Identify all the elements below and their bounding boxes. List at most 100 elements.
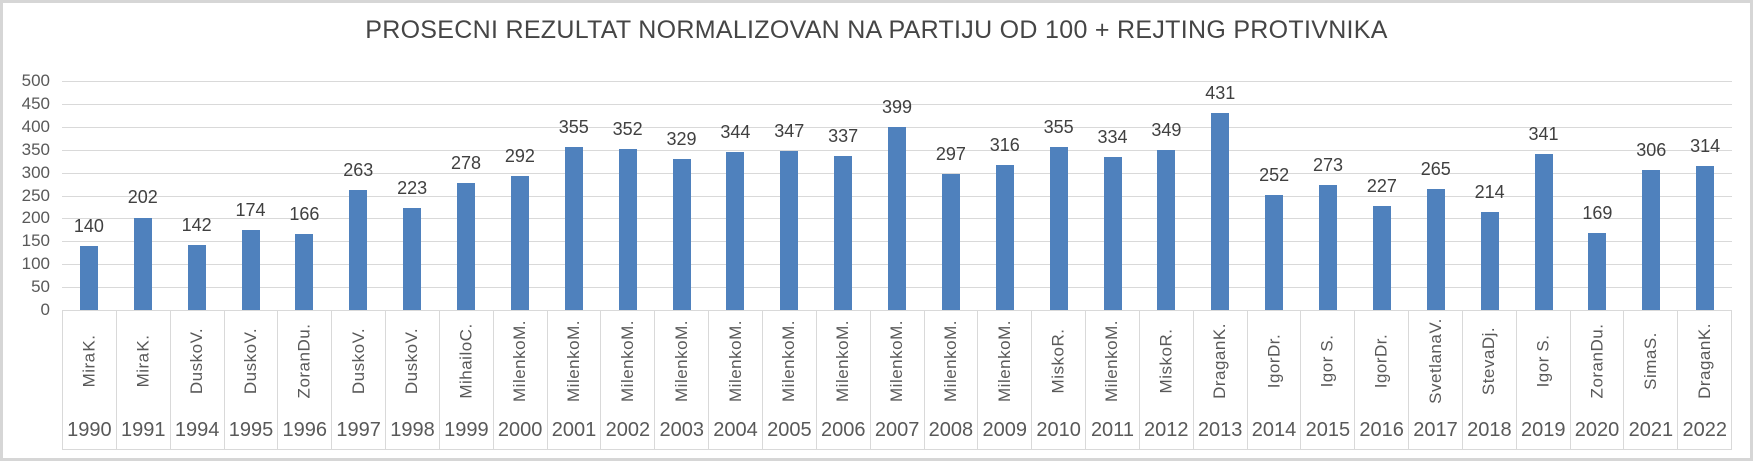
category-initial: M.	[833, 320, 853, 341]
category-year-label: 2006	[820, 418, 866, 441]
category-initial: V.	[187, 328, 207, 344]
category-initial: Dr.	[1371, 334, 1391, 358]
category-initial: M.	[564, 320, 584, 341]
category-year-label: 2020	[1574, 418, 1620, 441]
category-name-zone: Misko R.	[1032, 311, 1085, 412]
category-initial: M.	[1102, 320, 1122, 341]
bar-slot: 174	[224, 81, 278, 310]
bar	[295, 234, 314, 310]
bar	[510, 176, 529, 310]
category-year-label: 1998	[390, 418, 435, 441]
category-first-name: Milenko	[833, 340, 853, 403]
bar-value-label: 214	[1474, 182, 1505, 202]
bar-value-label: 140	[73, 215, 104, 236]
category-year-label: 2000	[497, 418, 543, 441]
bar-value-label: 265	[1420, 158, 1451, 179]
bar	[1265, 194, 1284, 310]
category-name-zone: Igor Dr.	[1355, 311, 1408, 412]
bar-slot: 297	[924, 81, 978, 310]
category-name-label: Dragan K.	[1695, 323, 1715, 399]
category-first-name: Zoran	[1587, 351, 1607, 399]
y-axis-tick-label: 400	[21, 117, 50, 136]
category-name-label: Milenko M.	[941, 320, 961, 402]
bar	[564, 147, 583, 310]
category-first-name: Milenko	[725, 340, 745, 403]
category-name-label: Misko R.	[1049, 329, 1069, 394]
bar-value-label: 344	[720, 122, 751, 143]
chart-title: PROSECNI REZULTAT NORMALIZOVAN NA PARTIJ…	[365, 16, 1388, 44]
category-name-zone: Milenko M.	[494, 311, 547, 412]
category-name-label: Zoran Du.	[295, 324, 315, 399]
category-name-zone: Milenko M.	[1086, 311, 1139, 412]
category-name-label: Igor Dr.	[1264, 334, 1284, 389]
category-name-label: Igor Dr.	[1372, 334, 1392, 389]
y-axis-tick-label: 100	[21, 254, 50, 273]
bar-value-label: 341	[1528, 123, 1559, 144]
category-first-name: Milenko	[510, 340, 530, 403]
bar-slot: 142	[170, 81, 224, 310]
category-year-label: 2009	[982, 418, 1028, 441]
category-cell: Dusko V. 1994	[171, 311, 225, 449]
category-year-label: 2014	[1251, 418, 1297, 441]
category-name-label: Mihailo C.	[456, 324, 476, 399]
category-name-label: Sima S.	[1641, 332, 1661, 390]
plot-area: 500 450 400 350 300 250 200 150 100 50 0 140 202 142…	[22, 71, 1732, 319]
category-year-label: 1994	[174, 418, 220, 441]
category-initial: V.	[402, 328, 422, 344]
bar-slot: 278	[439, 81, 493, 310]
category-first-name: Milenko	[671, 340, 691, 403]
category-first-name: Mira	[133, 352, 153, 388]
bar-value-label: 355	[1043, 117, 1074, 138]
category-name-label: Milenko M.	[887, 320, 907, 402]
category-initial: M.	[725, 320, 745, 341]
category-first-name: Mira	[79, 352, 99, 388]
bar	[1426, 188, 1445, 310]
category-name-label: Dusko V.	[241, 328, 261, 394]
bar-value-label: 316	[989, 135, 1020, 156]
category-initial: M.	[779, 320, 799, 341]
category-first-name: Milenko	[617, 340, 637, 403]
category-year-label: 2021	[1628, 418, 1674, 441]
category-year-label: 1997	[336, 418, 381, 441]
bar-value-label: 263	[343, 159, 374, 180]
category-cell: Igor Dr. 2016	[1355, 311, 1410, 449]
bar-slot: 169	[1571, 81, 1625, 310]
category-name-label: Misko R.	[1156, 329, 1176, 394]
gridline	[62, 81, 1732, 82]
category-name-zone: Dusko V.	[386, 311, 439, 412]
category-first-name: Mihailo	[456, 341, 476, 399]
bar-value-label: 349	[1151, 120, 1182, 141]
bar	[995, 165, 1014, 310]
category-initial: Dj.	[1479, 327, 1499, 350]
bar	[241, 230, 260, 310]
bar-value-label: 329	[666, 129, 697, 150]
category-name-label: Zoran Du.	[1587, 324, 1607, 399]
bar-value-label: 273	[1313, 154, 1344, 175]
category-first-name: Dragan	[1210, 340, 1230, 400]
bar-value-label: 174	[235, 200, 266, 221]
category-cell: Igor S. 2019	[1517, 311, 1571, 449]
category-initial: S.	[1533, 334, 1553, 352]
category-cell: Milenko M. 2008	[925, 311, 979, 449]
category-first-name: Svetlana	[1425, 333, 1445, 405]
category-cell: Milenko M. 2002	[601, 311, 656, 449]
category-cell: Mira K. 1991	[117, 311, 171, 449]
category-name-zone: Milenko M.	[763, 311, 816, 412]
bar-value-label: 399	[882, 97, 913, 118]
category-name-label: Igor S.	[1533, 335, 1553, 388]
category-name-label: Milenko M.	[1102, 320, 1122, 402]
bar-value-label: 223	[397, 177, 428, 198]
category-first-name: Dusko	[402, 343, 422, 395]
category-year-label: 2018	[1467, 418, 1512, 441]
category-name-zone: Dusko V.	[225, 311, 278, 412]
category-cell: Sima S. 2021	[1624, 311, 1679, 449]
gridline	[62, 104, 1732, 105]
category-cell: Dusko V. 1998	[386, 311, 440, 449]
category-name-zone: Zoran Du.	[278, 311, 331, 412]
bar-slot: 265	[1409, 81, 1463, 310]
category-cell: Misko R. 2012	[1140, 311, 1194, 449]
bar-slot: 329	[655, 81, 709, 310]
category-year-label: 2013	[1197, 418, 1243, 441]
category-first-name: Dragan	[1694, 340, 1714, 400]
category-name-zone: Milenko M.	[978, 311, 1031, 412]
